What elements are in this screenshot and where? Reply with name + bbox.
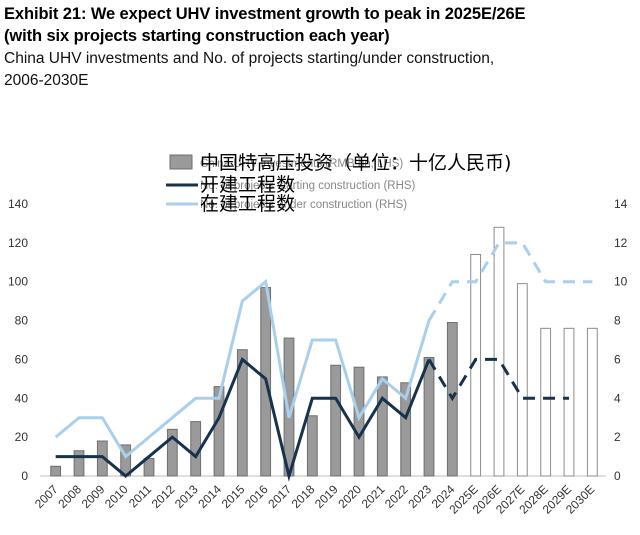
y-left-tick-label: 80 [15,314,29,328]
y-right-tick-label: 4 [614,391,621,405]
investment-bar [213,386,225,477]
y-right-tick-label: 12 [614,236,628,250]
x-tick-label: 2014 [195,482,224,511]
legend-label-cn: 开建工程数 [200,174,295,196]
x-tick-label: 2021 [359,482,388,511]
investment-bar [423,356,435,477]
investment-bar [73,450,85,477]
x-tick-label: 2013 [172,482,201,511]
y-left-tick-label: 60 [15,352,29,366]
y-right-tick-label: 0 [614,469,621,483]
x-tick-label: 2009 [79,482,108,511]
investment-bar [516,283,528,477]
legend-label-cn: 中国特高压投资（单位：十亿人民币) [200,152,511,174]
x-tick-label: 2008 [55,482,84,511]
investment-bar [493,226,505,477]
line-series [54,241,593,482]
bar-series [50,226,598,477]
y-right-tick-label: 8 [614,314,621,328]
chart-subtitle-line-1: China UHV investments and No. of project… [4,50,495,67]
y-right-tick-label: 6 [614,352,621,366]
y-right-tick-label: 14 [614,197,628,211]
chart-title-line-2: (with six projects starting construction… [4,27,390,45]
legend: China UHV investments (RMB bn, LHS)中国特高压… [166,152,511,215]
investment-bar [166,428,178,477]
investment-bar [376,376,388,477]
legend-swatch-investments [169,154,193,170]
investment-bar [586,327,598,477]
x-tick-label: 2010 [102,482,131,511]
x-tick-label: 2019 [312,482,341,511]
x-tick-label: 2018 [289,482,318,511]
x-tick-label: 2016 [242,482,271,511]
investment-bar [236,349,248,477]
legend-label-en: No. of projects under construction (RHS) [200,199,407,211]
x-tick-label: 2015 [219,482,248,511]
y-left-tick-label: 120 [8,236,28,250]
investment-bar [306,415,318,477]
y-left-tick-label: 0 [21,469,28,483]
y-right-tick-label: 10 [614,275,628,289]
x-tick-label: 2012 [149,482,178,511]
y-left-tick-label: 40 [15,391,29,405]
x-tick-label: 2017 [265,482,294,511]
investment-bar [540,327,552,477]
investment-bar [563,327,575,477]
x-tick-label: 2023 [405,482,434,511]
chart-subtitle-line-2: 2006-2030E [4,72,89,89]
investment-bar [353,366,365,477]
investment-bar [330,364,342,477]
y-left-tick-label: 100 [8,275,28,289]
x-tick-label: 2022 [382,482,411,511]
y-right-tick-label: 2 [614,430,621,444]
investment-bar [400,382,412,477]
projects-under-construction-line-forecast [427,241,593,322]
x-tick-label: 2020 [335,482,364,511]
y-left-tick-label: 140 [8,197,28,211]
projects-starting-line-actual [55,356,431,482]
x-tick-label: 2007 [32,482,61,511]
legend-label-en: No. of projects starting construction (R… [200,180,416,192]
chart-title-line-1: Exhibit 21: We expect UHV investment gro… [4,5,526,23]
projects-starting-line-forecast [427,357,569,402]
legend-label-en: China UHV investments (RMB bn, LHS) [200,158,403,170]
header: Exhibit 21: We expect UHV investment gro… [4,3,636,91]
investment-bar [50,465,62,477]
legend-label-cn: 在建工程数 [200,193,295,215]
projects-under-construction-line-actual [54,278,431,459]
y-left-tick-label: 20 [15,430,29,444]
x-tick-label: 2011 [126,482,154,510]
